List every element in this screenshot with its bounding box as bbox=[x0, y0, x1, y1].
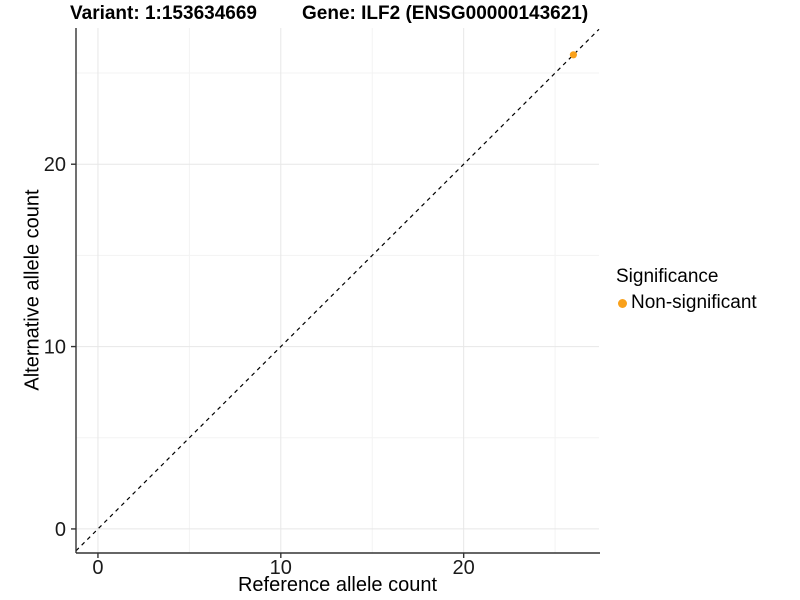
y-tick-label: 10 bbox=[44, 337, 66, 359]
data-point bbox=[569, 51, 577, 59]
x-tick-label: 20 bbox=[453, 557, 475, 579]
plot-title-gene: Gene: ILF2 (ENSG00000143621) bbox=[302, 3, 589, 24]
legend-item-label: Non-significant bbox=[631, 292, 757, 313]
legend: Significance Non-significant bbox=[604, 266, 794, 314]
y-tick-label: 0 bbox=[55, 519, 66, 541]
legend-item-non-significant: Non-significant bbox=[618, 292, 794, 314]
y-axis-title: Alternative allele count bbox=[21, 189, 44, 391]
x-tick-label: 0 bbox=[92, 557, 103, 579]
legend-title: Significance bbox=[616, 266, 719, 287]
y-tick-label: 20 bbox=[44, 154, 66, 176]
x-tick-label: 10 bbox=[270, 557, 292, 579]
legend-point-icon bbox=[618, 298, 627, 308]
plot-title-variant: Variant: 1:153634669 bbox=[70, 3, 257, 24]
identity-dashed-line bbox=[75, 28, 600, 552]
x-axis-title: Reference allele count bbox=[237, 574, 437, 596]
